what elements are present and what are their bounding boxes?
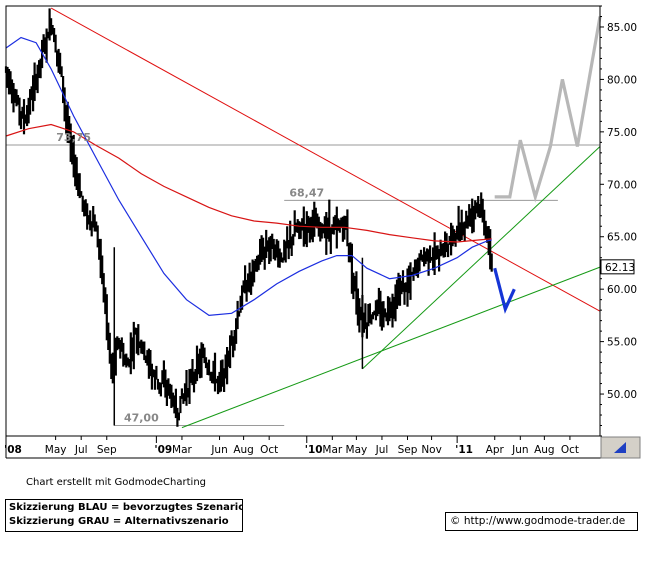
x-tick-label-13: Sep <box>398 444 418 456</box>
last-price-box <box>600 259 635 275</box>
x-tick-label-5: Mar <box>172 444 192 456</box>
x-tick-label-6: Jun <box>210 444 227 456</box>
scenario-blue-path <box>493 267 516 314</box>
x-tick-label-11: May <box>346 444 368 456</box>
chart-marks: 73,75 68,47 47,00 <box>4 7 602 429</box>
y-tick-label-2: 75.00 <box>607 127 637 139</box>
y-tick-label-4: 65.00 <box>607 232 637 244</box>
support-trendline-short <box>362 146 601 370</box>
moving-average-blue <box>5 36 492 317</box>
resistance-trendline <box>50 7 601 312</box>
y-tick-label-3: 70.00 <box>607 179 637 191</box>
x-tick-label-3: Sep <box>97 444 117 456</box>
y-tick-label-5: 60.00 <box>607 284 637 296</box>
arrow-icon[interactable] <box>614 442 626 453</box>
x-tick-label-14: Nov <box>421 444 442 456</box>
x-tick-label-10: Mar <box>322 444 342 456</box>
x-tick-label-8: Oct <box>260 444 278 456</box>
x-tick-label-12: Jul <box>375 444 389 456</box>
x-tick-label-1: May <box>45 444 67 456</box>
x-tick-label-9: '10 <box>305 444 323 456</box>
support-trendline-long <box>181 266 601 429</box>
x-tick-label-17: Jun <box>511 444 528 456</box>
y-tick-label-7: 50.00 <box>607 389 637 401</box>
x-tick-label-0: '08 <box>4 444 22 456</box>
level-label-1: 68,47 <box>289 186 324 199</box>
level-label-0: 73,75 <box>56 131 91 144</box>
x-tick-label-4: '09 <box>154 444 172 456</box>
y-tick-label-1: 80.00 <box>607 74 637 86</box>
source-url[interactable]: © http://www.godmode-trader.de <box>445 512 638 531</box>
axes: 85.00 80.00 75.00 70.00 65.00 60.00 55.00 50.00… <box>4 5 640 459</box>
legend-grey-scenario: Skizzierung GRAU = Alternativszenario <box>9 516 229 527</box>
x-tick-label-16: Apr <box>486 444 505 456</box>
x-tick-label-19: Oct <box>561 444 579 456</box>
y-tick-label-6: 55.00 <box>607 337 637 349</box>
corner-cell[interactable] <box>600 436 641 459</box>
legend-box: Skizzierung BLAU = bevorzugtes Szenario … <box>5 499 243 532</box>
level-label-2: 47,00 <box>124 412 159 425</box>
x-tick-label-2: Jul <box>74 444 88 456</box>
moving-average-red <box>5 123 492 243</box>
price-bars <box>4 8 493 427</box>
legend-blue-scenario: Skizzierung BLAU = bevorzugtes Szenario <box>9 502 243 513</box>
chart-credit: Chart erstellt mit GodmodeCharting <box>26 477 206 488</box>
last-price-label: 62.13 <box>605 262 635 274</box>
x-tick-label-7: Aug <box>233 444 254 456</box>
scenario-grey-path <box>494 16 602 203</box>
y-tick-label-0: 85.00 <box>607 22 637 34</box>
x-tick-label-18: Aug <box>534 444 555 456</box>
x-tick-label-15: '11 <box>455 444 473 456</box>
